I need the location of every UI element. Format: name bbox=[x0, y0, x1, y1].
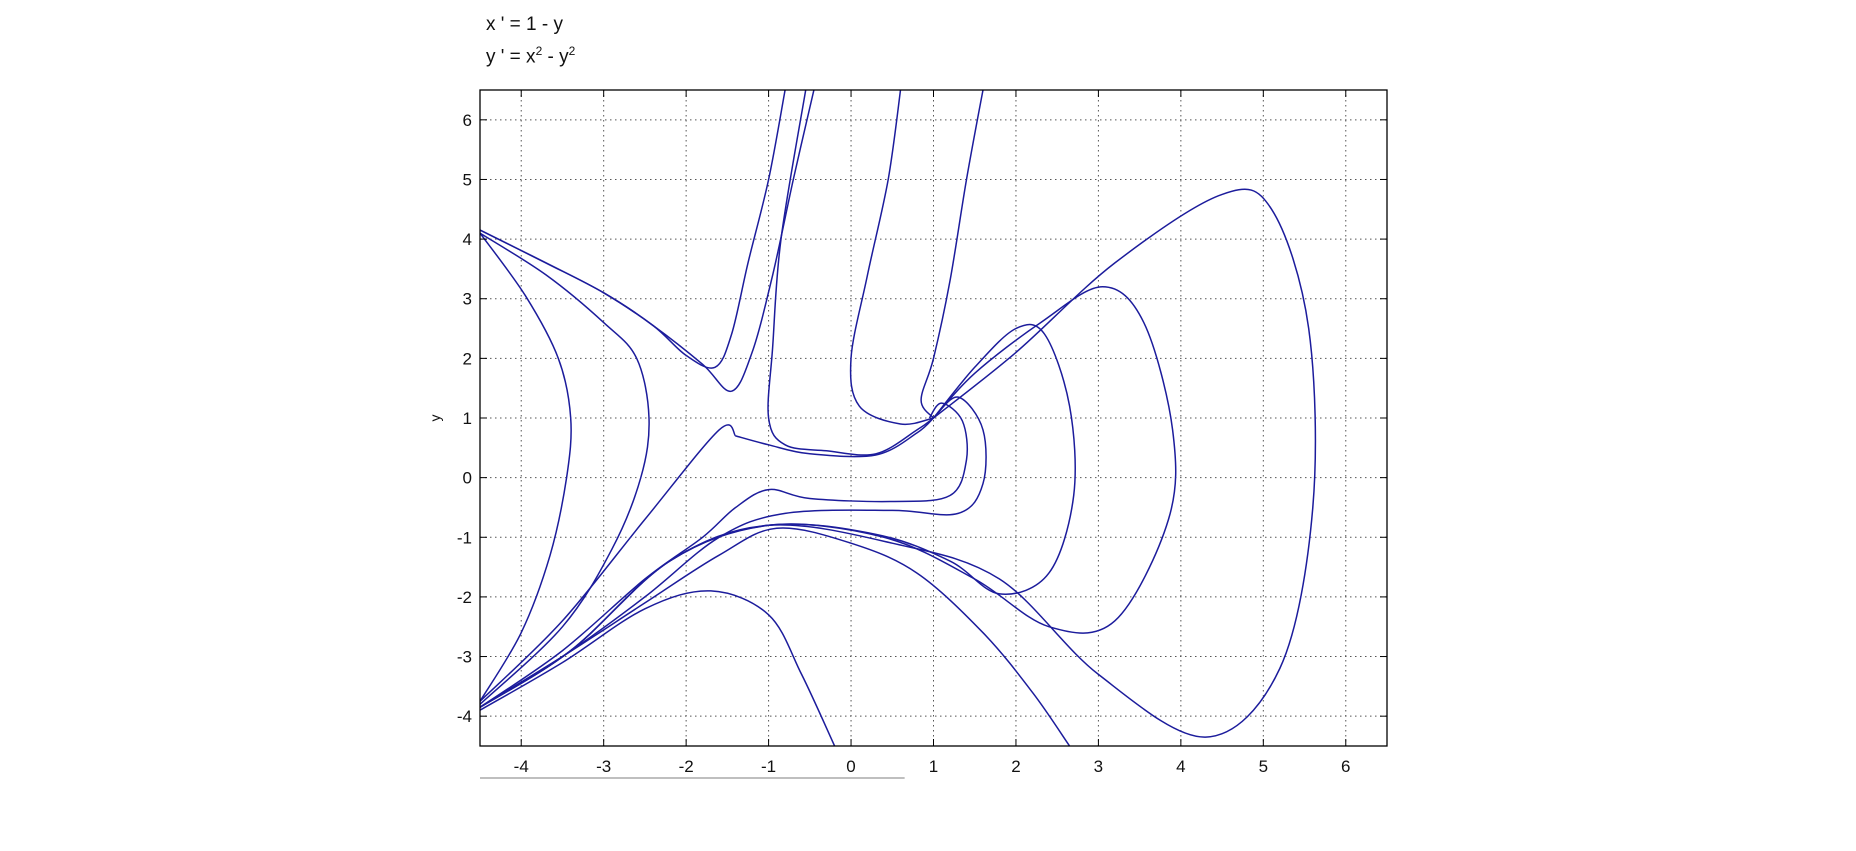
x-tick-label: -4 bbox=[514, 757, 529, 776]
trajectory-line-5 bbox=[480, 527, 1071, 746]
ticks: -4 -3 -2 -1 0 1 2 3 4 5 6 -4 -3 -2 -1 0 1 2 3 4 5 6 bbox=[457, 90, 1387, 776]
title-line-2-base: y ' = x bbox=[486, 46, 536, 68]
trajectory-line-1 bbox=[480, 90, 786, 369]
y-tick-label: 0 bbox=[463, 469, 472, 488]
trajectory-line-9 bbox=[480, 323, 1076, 708]
x-tick-label: 4 bbox=[1176, 757, 1185, 776]
trajectory-line-12 bbox=[735, 417, 935, 458]
trajectory-line-10 bbox=[480, 286, 1177, 708]
x-tick-label: 2 bbox=[1011, 757, 1020, 776]
y-tick-label: -3 bbox=[457, 648, 472, 667]
x-tick-label: 5 bbox=[1259, 757, 1268, 776]
x-tick-label: 3 bbox=[1094, 757, 1103, 776]
trajectory-line-11 bbox=[480, 188, 1317, 738]
title-line-2-exp2: 2 bbox=[568, 44, 576, 58]
y-tick-label: 1 bbox=[463, 409, 472, 428]
trajectory-line-4 bbox=[480, 232, 650, 705]
trajectory-line-6 bbox=[480, 590, 836, 746]
y-tick-label: 2 bbox=[463, 349, 472, 368]
title-line-2-exp1: 2 bbox=[535, 44, 543, 58]
x-tick-label: -1 bbox=[761, 757, 776, 776]
x-tick-label: -3 bbox=[596, 757, 611, 776]
x-tick-label: 6 bbox=[1341, 757, 1350, 776]
y-tick-label: 6 bbox=[463, 111, 472, 130]
title-line-2: y ' = x2 - y2 bbox=[486, 44, 575, 68]
y-tick-label: 3 bbox=[463, 290, 472, 309]
trajectories bbox=[480, 90, 1317, 746]
trajectory-line-3 bbox=[480, 232, 572, 702]
grid bbox=[480, 90, 1387, 746]
trajectory-line-7 bbox=[480, 402, 969, 708]
trajectory-line-8 bbox=[480, 396, 987, 708]
y-tick-label: 4 bbox=[463, 230, 472, 249]
trajectory-line-15 bbox=[849, 90, 934, 426]
y-tick-label: -4 bbox=[457, 707, 472, 726]
x-tick-label: 1 bbox=[929, 757, 938, 776]
trajectory-line-14 bbox=[767, 90, 934, 456]
title-line-1: x ' = 1 - y bbox=[486, 14, 563, 36]
x-tick-label: -2 bbox=[679, 757, 694, 776]
trajectory-line-16 bbox=[920, 90, 984, 419]
title-line-1-text: x ' = 1 - y bbox=[486, 14, 564, 35]
y-tick-label: -1 bbox=[457, 528, 472, 547]
x-tick-label: 0 bbox=[846, 757, 855, 776]
trajectory-line-2 bbox=[480, 90, 815, 392]
trajectory-line-13 bbox=[480, 424, 737, 702]
y-tick-label: -2 bbox=[457, 588, 472, 607]
y-axis-label: y bbox=[427, 415, 443, 422]
title-line-2-mid: - y bbox=[542, 46, 569, 68]
y-tick-label: 5 bbox=[463, 170, 472, 189]
